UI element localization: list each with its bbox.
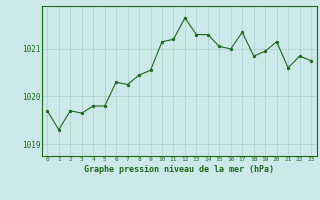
X-axis label: Graphe pression niveau de la mer (hPa): Graphe pression niveau de la mer (hPa)	[84, 165, 274, 174]
